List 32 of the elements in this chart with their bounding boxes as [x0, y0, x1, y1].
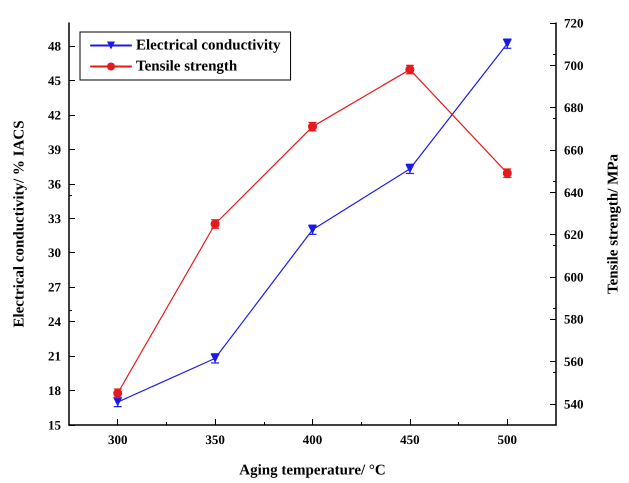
- y2-tick-label: 620: [564, 227, 584, 242]
- y2-tick-label: 580: [564, 312, 584, 327]
- y2-tick-label: 640: [564, 184, 584, 200]
- y2-tick-label: 540: [564, 396, 584, 412]
- legend-label: Electrical conductivity: [136, 38, 282, 54]
- y-tick-label: 33: [48, 210, 62, 226]
- x-tick-label: 350: [205, 432, 225, 447]
- y-tick-label: 15: [48, 418, 62, 432]
- y-tick-label: 36: [48, 176, 62, 192]
- x-tick-label: 450: [400, 432, 420, 447]
- x-tick-label: 500: [498, 432, 518, 447]
- y-tick-label: 18: [48, 383, 62, 398]
- y-tick-label: 30: [48, 245, 61, 260]
- y-tick-label: 24: [48, 314, 62, 330]
- x-tick-label: 300: [108, 432, 128, 447]
- y-tick-label: 45: [48, 72, 62, 88]
- y2-tick-label: 560: [564, 354, 584, 370]
- x-axis-title: Aging temperature/ °C: [239, 462, 386, 478]
- y-tick-label: 42: [48, 107, 61, 122]
- y2-tick-label: 600: [564, 269, 584, 284]
- y-axis-title: Electrical conductivity/ % IACS: [12, 120, 28, 328]
- y2-axis-title: Tensile strength/ MPa: [606, 154, 622, 294]
- y-tick-label: 39: [48, 142, 62, 157]
- y2-tick-label: 700: [564, 58, 584, 73]
- y-tick-label: 27: [48, 280, 62, 295]
- y-tick-label: 48: [48, 38, 62, 54]
- x-tick-label: 400: [302, 432, 322, 447]
- y2-tick-label: 680: [564, 100, 584, 116]
- y-tick-label: 21: [48, 348, 61, 364]
- legend-label: Tensile strength: [136, 58, 238, 74]
- y2-tick-label: 660: [564, 142, 584, 158]
- y2-tick-label: 720: [564, 16, 584, 30]
